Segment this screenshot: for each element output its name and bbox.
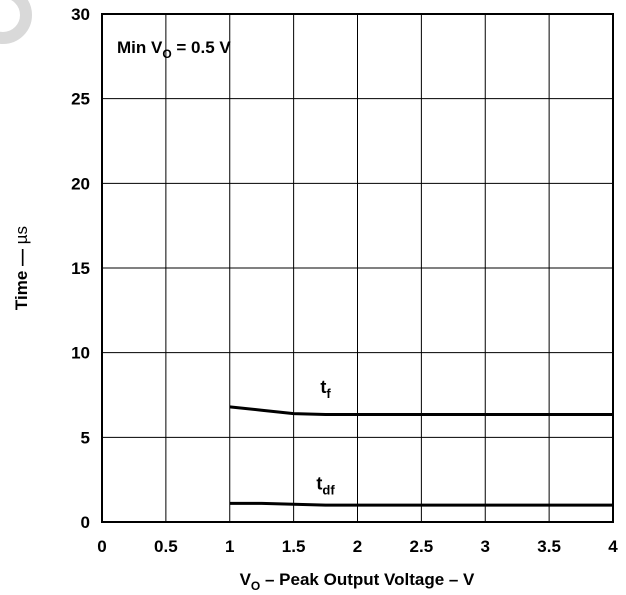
x-tick-label: 4 bbox=[608, 537, 618, 556]
x-tick-label: 0.5 bbox=[154, 537, 178, 556]
x-tick-labels: 0 0.5 1 1.5 2 2.5 3 3.5 4 bbox=[97, 537, 618, 556]
series-label-tf: tf bbox=[320, 377, 331, 401]
y-tick-label: 10 bbox=[71, 344, 90, 363]
x-axis-title: VO – Peak Output Voltage – V bbox=[240, 570, 475, 593]
series-label-tdf: tdf bbox=[316, 473, 335, 497]
y-tick-label: 0 bbox=[81, 513, 90, 532]
x-tick-label: 1 bbox=[225, 537, 234, 556]
x-tick-label: 2 bbox=[353, 537, 362, 556]
series-line-tdf bbox=[229, 501, 613, 507]
y-tick-label: 30 bbox=[71, 5, 90, 24]
x-tick-label: 3 bbox=[481, 537, 490, 556]
series-line-tf bbox=[229, 405, 613, 416]
x-tick-label: 2.5 bbox=[410, 537, 434, 556]
y-tick-label: 20 bbox=[71, 174, 90, 193]
y-tick-label: 5 bbox=[81, 428, 90, 447]
y-axis-title: Time — µs bbox=[12, 226, 31, 310]
y-tick-label: 25 bbox=[71, 90, 90, 109]
y-tick-labels: 0 5 10 15 20 25 30 bbox=[71, 5, 90, 532]
y-tick-label: 15 bbox=[71, 259, 90, 278]
x-tick-label: 3.5 bbox=[537, 537, 561, 556]
series-layer bbox=[229, 405, 613, 507]
min-vo-annotation: Min VO = 0.5 V bbox=[117, 38, 231, 61]
series-labels: tf tdf bbox=[316, 377, 335, 498]
grid bbox=[101, 13, 614, 523]
plot-frame bbox=[101, 13, 614, 523]
x-tick-label: 0 bbox=[97, 537, 106, 556]
x-tick-label: 1.5 bbox=[282, 537, 306, 556]
